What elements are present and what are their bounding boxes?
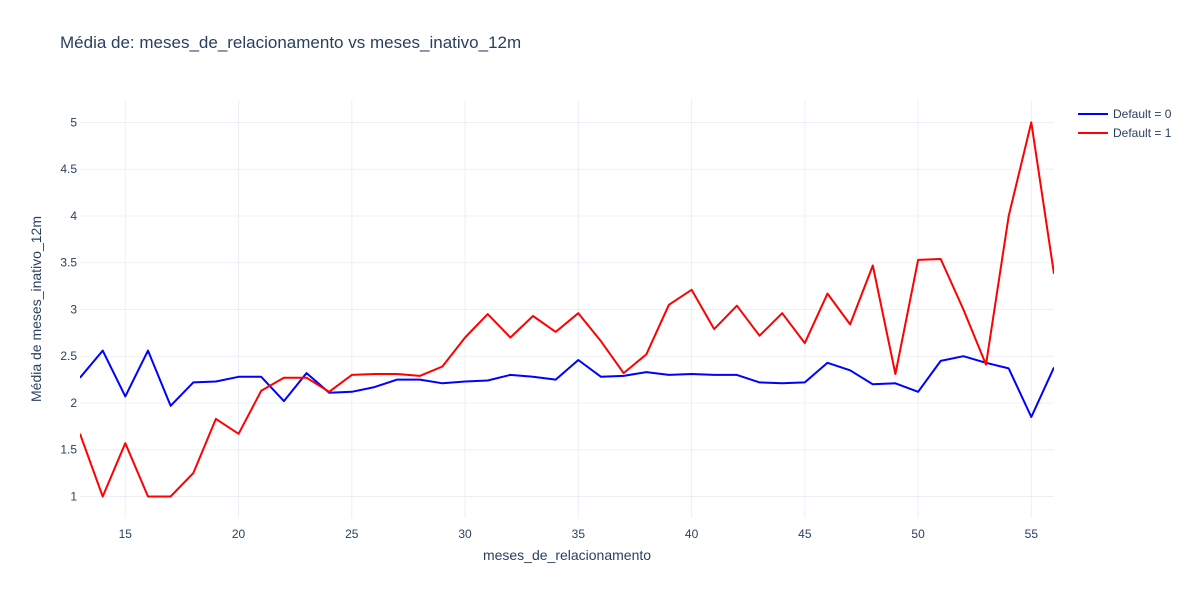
- x-tick-label: 50: [911, 527, 925, 541]
- y-tick-label: 3: [70, 302, 77, 316]
- series-default-0: [80, 349, 1054, 418]
- x-tick-label: 35: [572, 527, 586, 541]
- grid-lines: [80, 100, 1054, 518]
- x-tick-label: 15: [119, 527, 133, 541]
- x-tick-label: 55: [1025, 527, 1039, 541]
- y-tick-label: 1: [70, 489, 77, 503]
- legend-label: Default = 0: [1113, 107, 1172, 121]
- x-tick-label: 40: [685, 527, 699, 541]
- y-tick-label: 2.5: [60, 349, 77, 363]
- legend-item[interactable]: Default = 1: [1078, 126, 1172, 140]
- y-tick-label: 4: [70, 209, 77, 223]
- series-line: [80, 121, 1054, 498]
- x-tick-label: 45: [798, 527, 812, 541]
- y-axis-title: Média de meses_inativo_12m: [28, 216, 44, 402]
- y-tick-label: 2: [70, 396, 77, 410]
- x-axis-title: meses_de_relacionamento: [483, 547, 651, 563]
- series-lines: [80, 121, 1054, 498]
- y-tick-label: 4.5: [60, 162, 77, 176]
- x-tick-label: 20: [232, 527, 246, 541]
- x-tick-label: 30: [458, 527, 472, 541]
- y-tick-label: 5: [70, 115, 77, 129]
- legend-label: Default = 1: [1113, 126, 1172, 140]
- chart-title: Média de: meses_de_relacionamento vs mes…: [60, 33, 522, 52]
- series-line: [80, 349, 1054, 418]
- x-axis-ticks: 15 20 25 30 35 40 45 50 55: [119, 527, 1039, 541]
- y-tick-label: 1.5: [60, 443, 77, 457]
- legend-item[interactable]: Default = 0: [1078, 107, 1172, 121]
- x-tick-label: 25: [345, 527, 359, 541]
- y-tick-label: 3.5: [60, 256, 77, 270]
- y-axis-ticks: 1 1.5 2 2.5 3 3.5 4 4.5 5: [60, 115, 77, 503]
- series-default-1: [80, 121, 1054, 498]
- legend: Default = 0 Default = 1: [1078, 107, 1172, 140]
